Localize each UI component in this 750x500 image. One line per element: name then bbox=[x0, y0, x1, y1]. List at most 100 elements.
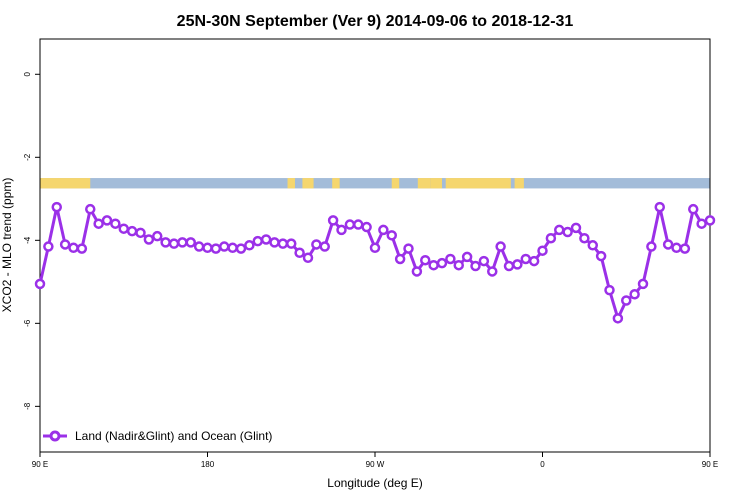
data-point bbox=[604, 284, 615, 296]
data-point bbox=[570, 222, 582, 234]
data-point bbox=[654, 201, 665, 213]
data-point bbox=[126, 225, 138, 237]
x-tick-label: 180 bbox=[201, 460, 215, 469]
data-point bbox=[260, 234, 272, 245]
data-point bbox=[394, 253, 406, 265]
data-point bbox=[512, 259, 523, 270]
data-point bbox=[503, 260, 515, 272]
data-point bbox=[43, 241, 54, 252]
data-point bbox=[453, 259, 464, 271]
data-point bbox=[671, 242, 682, 254]
data-point bbox=[361, 221, 372, 233]
data-point bbox=[76, 243, 88, 254]
y-axis-label: XCO2 - MLO trend (ppm) bbox=[0, 178, 14, 313]
data-point bbox=[587, 240, 598, 251]
legend-marker-swatch bbox=[49, 430, 61, 442]
land-segment bbox=[302, 178, 314, 189]
land-segment bbox=[391, 178, 400, 189]
data-point bbox=[286, 238, 297, 249]
data-point bbox=[235, 243, 247, 254]
data-point bbox=[101, 215, 113, 226]
data-point bbox=[210, 243, 222, 254]
data-point bbox=[428, 259, 439, 271]
data-point bbox=[143, 234, 155, 245]
data-point bbox=[378, 224, 389, 236]
data-point bbox=[621, 295, 632, 306]
data-point bbox=[629, 289, 640, 300]
data-point bbox=[277, 238, 289, 249]
data-point bbox=[177, 237, 188, 248]
data-point bbox=[637, 278, 649, 290]
data-point bbox=[554, 224, 565, 236]
data-point bbox=[193, 241, 205, 252]
land-segment bbox=[430, 178, 442, 189]
data-point bbox=[93, 218, 104, 229]
y-tick-label: -2 bbox=[23, 153, 32, 161]
land-segment bbox=[40, 178, 91, 189]
data-point bbox=[445, 253, 456, 265]
data-point bbox=[646, 241, 657, 252]
data-point bbox=[311, 239, 322, 250]
data-point bbox=[302, 252, 314, 263]
data-point bbox=[528, 255, 540, 267]
data-point bbox=[679, 243, 691, 254]
data-point bbox=[704, 215, 716, 226]
data-point bbox=[202, 242, 213, 254]
surface-type-strip bbox=[40, 178, 710, 189]
y-tick-label: -6 bbox=[23, 319, 32, 327]
legend: Land (Nadir&Glint) and Ocean (Glint) bbox=[43, 429, 272, 443]
land-segment bbox=[332, 178, 340, 189]
data-point bbox=[537, 245, 548, 256]
data-point bbox=[152, 230, 163, 242]
data-point bbox=[59, 239, 71, 250]
data-point bbox=[411, 266, 423, 277]
data-point bbox=[403, 243, 414, 254]
y-tick-label: 0 bbox=[23, 72, 32, 77]
data-point bbox=[562, 226, 573, 238]
data-point bbox=[487, 266, 498, 277]
data-point bbox=[612, 313, 624, 324]
data-point bbox=[85, 203, 96, 215]
data-point bbox=[386, 230, 397, 241]
x-axis: 90 E 180 90 W 0 90 E bbox=[32, 452, 718, 469]
data-point bbox=[34, 278, 46, 290]
data-point bbox=[478, 255, 490, 267]
data-point bbox=[294, 247, 305, 259]
data-point bbox=[219, 241, 230, 252]
data-point bbox=[252, 235, 263, 247]
data-point bbox=[545, 232, 557, 244]
land-segment bbox=[417, 178, 431, 189]
data-point bbox=[160, 237, 171, 248]
x-tick-label: 90 W bbox=[366, 460, 385, 469]
data-point bbox=[344, 219, 356, 230]
land-segment bbox=[445, 178, 511, 189]
data-point bbox=[185, 237, 196, 248]
data-point bbox=[470, 260, 481, 272]
data-point bbox=[244, 240, 255, 251]
legend-entry-label: Land (Nadir&Glint) and Ocean (Glint) bbox=[75, 429, 272, 443]
y-tick-label: -4 bbox=[23, 236, 32, 244]
data-point bbox=[51, 201, 62, 213]
data-point bbox=[688, 203, 699, 215]
data-point bbox=[579, 232, 590, 244]
data-point bbox=[662, 239, 674, 250]
data-point bbox=[336, 224, 347, 236]
data-point bbox=[369, 242, 381, 254]
data-point bbox=[227, 242, 238, 254]
x-tick-label: 0 bbox=[540, 460, 545, 469]
data-point bbox=[520, 253, 531, 265]
y-tick-label: -8 bbox=[23, 402, 32, 410]
land-segment bbox=[287, 178, 295, 189]
data-point bbox=[68, 242, 79, 254]
x-tick-label: 90 E bbox=[702, 460, 718, 469]
data-point bbox=[420, 254, 431, 266]
series-layer bbox=[34, 201, 716, 324]
chart-title: 25N-30N September (Ver 9) 2014-09-06 to … bbox=[177, 13, 574, 30]
data-point bbox=[353, 219, 364, 230]
x-axis-label: Longitude (deg E) bbox=[327, 476, 422, 490]
data-point bbox=[168, 238, 180, 249]
ocean-strip bbox=[40, 178, 710, 189]
data-point bbox=[135, 227, 146, 239]
data-point bbox=[327, 215, 339, 226]
